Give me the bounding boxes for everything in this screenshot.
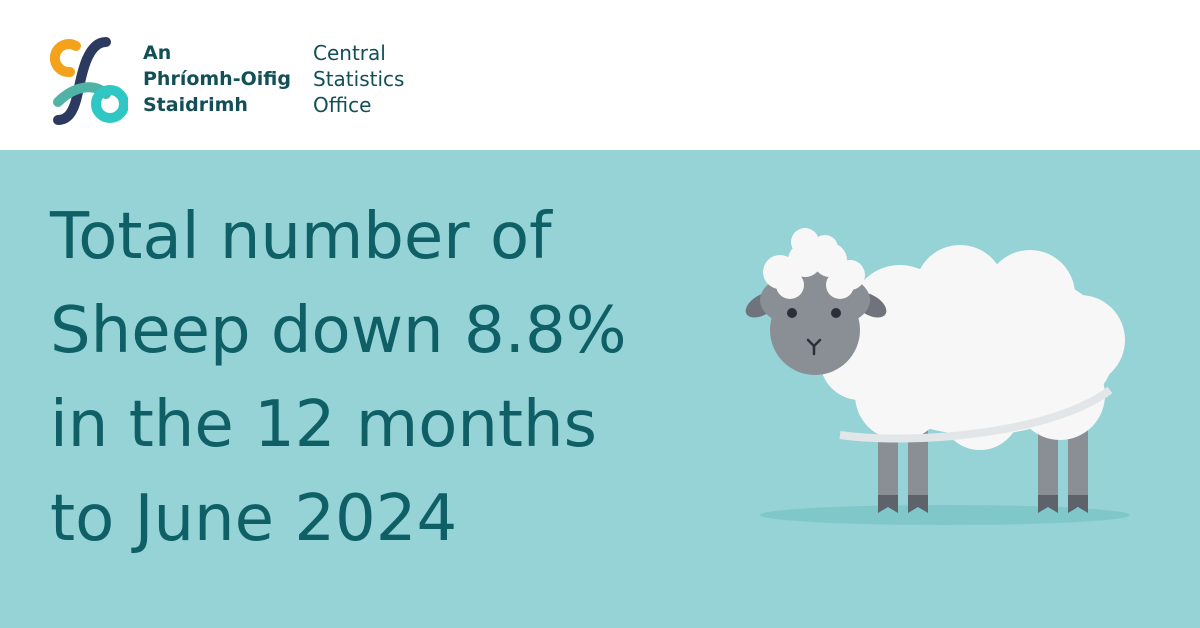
- headline-line: Total number of: [50, 200, 552, 274]
- logo-line: Staidrimh: [143, 94, 248, 116]
- logo-mark: [49, 37, 128, 125]
- logo-line: Central: [313, 41, 386, 65]
- logo-line: Phríomh-Oifig: [143, 68, 291, 90]
- logo-line: Office: [313, 93, 372, 117]
- logo-irish: An Phríomh-Oifig Staidrimh: [143, 40, 291, 118]
- logo-line: Statistics: [313, 67, 405, 91]
- headline: Total number of Sheep down 8.8% in the 1…: [50, 190, 627, 566]
- headline-line: in the 12 months: [50, 388, 597, 462]
- headline-line: Sheep down 8.8%: [50, 294, 627, 368]
- headline-line: to June 2024: [50, 482, 458, 556]
- logo-english: Central Statistics Office: [313, 40, 404, 118]
- sheep-illustration: [745, 228, 1130, 525]
- logo-line: An: [143, 42, 172, 64]
- header: An Phríomh-Oifig Staidrimh Central Stati…: [0, 0, 1200, 150]
